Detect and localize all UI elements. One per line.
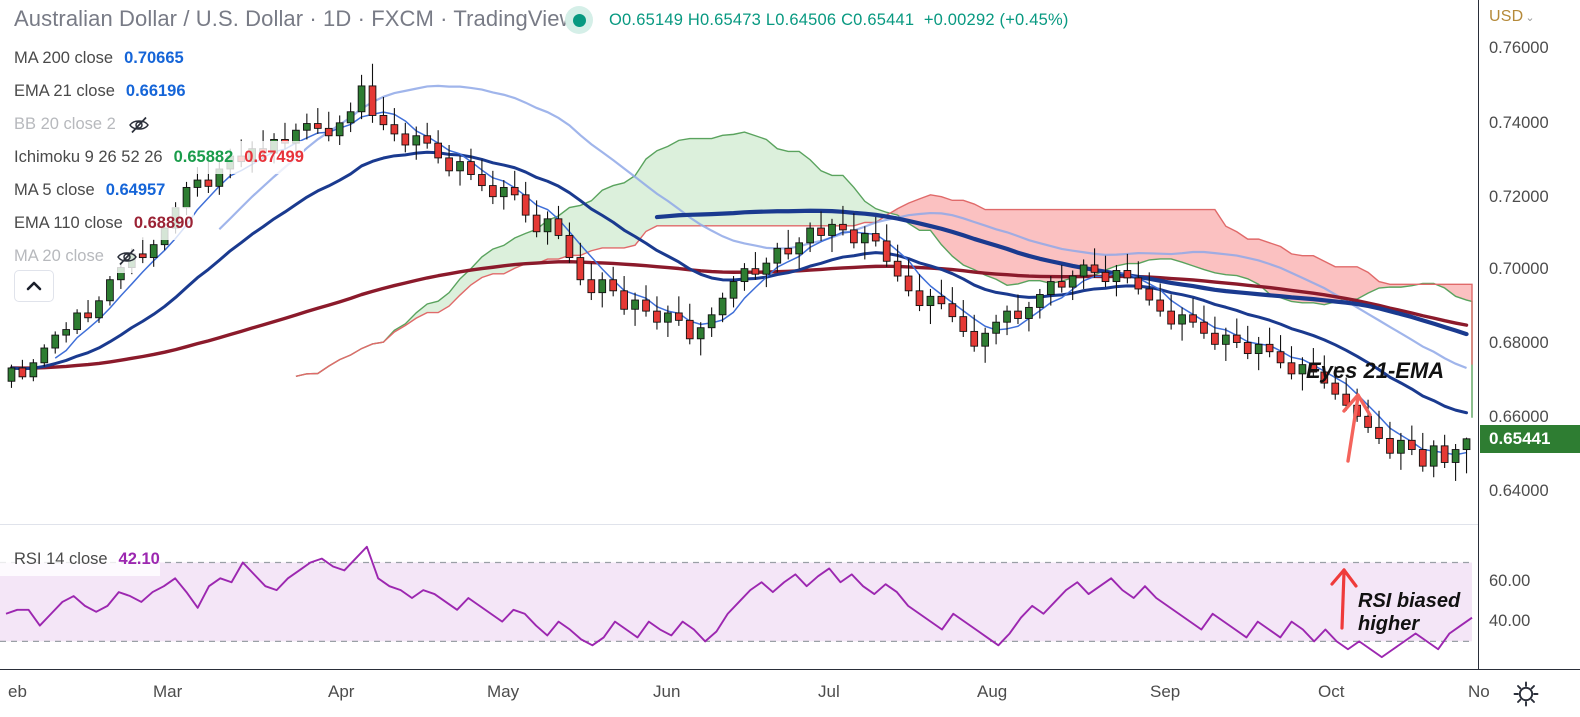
time-axis-tick-9: No bbox=[1468, 682, 1490, 701]
rsi-indicator-legend: RSI 14 close 42.10 bbox=[0, 543, 160, 576]
legend-row-4[interactable]: MA 5 close 0.64957 bbox=[0, 174, 166, 207]
ohlc-quote-row: O0.65149 H0.65473 L0.64506 C0.65441 +0.0… bbox=[565, 6, 1069, 34]
indicator-legend: MA 200 close 0.70665 EMA 21 close 0.66196 BB… bbox=[0, 42, 304, 273]
price-chart-canvas bbox=[7, 63, 1473, 481]
legend-name-4: MA 5 close bbox=[14, 181, 95, 199]
price-axis-tick-4: 0.68000 bbox=[1489, 334, 1549, 352]
legend-name-3: Ichimoku 9 26 52 26 bbox=[14, 148, 163, 166]
time-axis-tick-0: eb bbox=[8, 682, 27, 701]
annotation-rsi-biased-higher: RSI biased higher bbox=[1358, 590, 1461, 635]
chevron-up-icon bbox=[26, 281, 42, 291]
eye-slash-icon[interactable] bbox=[128, 116, 150, 134]
status-dot-icon bbox=[565, 6, 593, 34]
legend-value-1: 0.66196 bbox=[125, 82, 186, 100]
time-axis-tick-7: Sep bbox=[1150, 682, 1181, 701]
price-axis-currency-label: USD bbox=[1489, 8, 1524, 25]
price-axis-tick-1: 0.74000 bbox=[1489, 114, 1549, 132]
ohlc-close: C0.65441 bbox=[841, 10, 915, 29]
ichimoku-cloud-segment-0 bbox=[295, 132, 898, 377]
ohlc-open: O0.65149 bbox=[609, 10, 684, 29]
legend-row-0[interactable]: MA 200 close 0.70665 bbox=[0, 42, 184, 75]
ema-110-line bbox=[9, 260, 1469, 370]
price-axis-tick-6: 0.64000 bbox=[1489, 482, 1549, 500]
legend-name-6: MA 20 close bbox=[14, 247, 104, 265]
ichimoku-cloud-segment-3 bbox=[1433, 283, 1472, 418]
price-axis-tick-0: 0.76000 bbox=[1489, 39, 1549, 57]
rsi-axis-tick-0: 60.00 bbox=[1489, 572, 1531, 591]
current-price-badge: 0.65441 bbox=[1480, 424, 1580, 453]
time-axis-tick-2: Apr bbox=[328, 682, 355, 701]
eye-slash-icon[interactable] bbox=[116, 248, 138, 266]
rsi-band-fill bbox=[0, 562, 1472, 642]
page-title[interactable]: Australian Dollar / U.S. Dollar · 1D · F… bbox=[14, 6, 576, 31]
time-axis-tick-5: Jul bbox=[818, 682, 840, 701]
ohlc-high: H0.65473 bbox=[687, 10, 762, 29]
legend-value2-3: 0.67499 bbox=[244, 148, 304, 166]
price-axis[interactable]: USD ⌄ 0.76000 0.74000 0.72000 0.70000 0.68000… bbox=[1478, 0, 1580, 669]
price-chart-pane[interactable] bbox=[0, 0, 1478, 524]
gear-icon bbox=[1513, 681, 1539, 707]
legend-name-1: EMA 21 close bbox=[14, 82, 115, 100]
annotation-eyes-21-ema: Eyes 21-EMA bbox=[1306, 358, 1445, 383]
ohlc-low: L0.64506 bbox=[765, 10, 837, 29]
legend-row-rsi[interactable]: RSI 14 close 42.10 bbox=[0, 543, 160, 576]
legend-name-5: EMA 110 close bbox=[14, 214, 123, 232]
chart-settings-button[interactable] bbox=[1512, 680, 1540, 708]
legend-row-1[interactable]: EMA 21 close 0.66196 bbox=[0, 75, 186, 108]
legend-value-3: 0.65882 bbox=[173, 148, 234, 166]
ohlc-change: +0.00292 bbox=[923, 10, 995, 29]
legend-value-0: 0.70665 bbox=[124, 49, 184, 67]
legend-name-2: BB 20 close 2 bbox=[14, 115, 116, 133]
rsi-chart-canvas bbox=[0, 545, 1473, 659]
ohlc-change-percent: (+0.45%) bbox=[999, 10, 1069, 29]
time-axis-tick-4: Jun bbox=[653, 682, 681, 701]
legend-name-0: MA 200 close bbox=[14, 49, 114, 67]
time-axis-tick-6: Aug bbox=[977, 682, 1008, 701]
rsi-line bbox=[5, 545, 1473, 659]
candlestick-series bbox=[7, 63, 1471, 481]
ma-200-line bbox=[654, 208, 1469, 337]
price-axis-currency[interactable]: USD ⌄ bbox=[1489, 8, 1535, 26]
rsi-axis-tick-1: 40.00 bbox=[1489, 611, 1531, 630]
time-axis[interactable]: eb Mar Apr May Jun Jul Aug Sep Oct No bbox=[0, 669, 1580, 717]
legend-value-rsi: 42.10 bbox=[118, 550, 160, 568]
legend-row-3[interactable]: Ichimoku 9 26 52 26 0.65882 0.67499 bbox=[0, 141, 304, 174]
legend-row-6[interactable]: MA 20 close bbox=[0, 240, 138, 273]
legend-name-rsi: RSI 14 close bbox=[14, 550, 108, 568]
legend-value-4: 0.64957 bbox=[105, 181, 166, 199]
rsi-chart-pane[interactable] bbox=[0, 527, 1478, 669]
rsi-biased-higher-arrow-icon bbox=[1330, 568, 1358, 630]
eyes-21-ema-arrow-icon bbox=[1342, 393, 1372, 463]
time-axis-tick-1: Mar bbox=[153, 682, 183, 701]
chevron-down-icon: ⌄ bbox=[1525, 12, 1535, 24]
time-axis-tick-3: May bbox=[487, 682, 520, 701]
time-axis-tick-8: Oct bbox=[1318, 682, 1345, 701]
legend-value-5: 0.68890 bbox=[133, 214, 194, 232]
collapse-legend-button[interactable] bbox=[14, 270, 54, 302]
legend-row-5[interactable]: EMA 110 close 0.68890 bbox=[0, 207, 194, 240]
price-axis-tick-5: 0.66000 bbox=[1489, 408, 1549, 426]
price-axis-tick-2: 0.72000 bbox=[1489, 188, 1549, 206]
current-price-value: 0.65441 bbox=[1489, 428, 1551, 448]
chart-header: Australian Dollar / U.S. Dollar · 1D · F… bbox=[14, 4, 576, 34]
price-axis-tick-3: 0.70000 bbox=[1489, 260, 1549, 278]
ema-21-line bbox=[9, 150, 1469, 415]
legend-row-2[interactable]: BB 20 close 2 bbox=[0, 108, 150, 141]
pane-divider bbox=[0, 524, 1580, 525]
